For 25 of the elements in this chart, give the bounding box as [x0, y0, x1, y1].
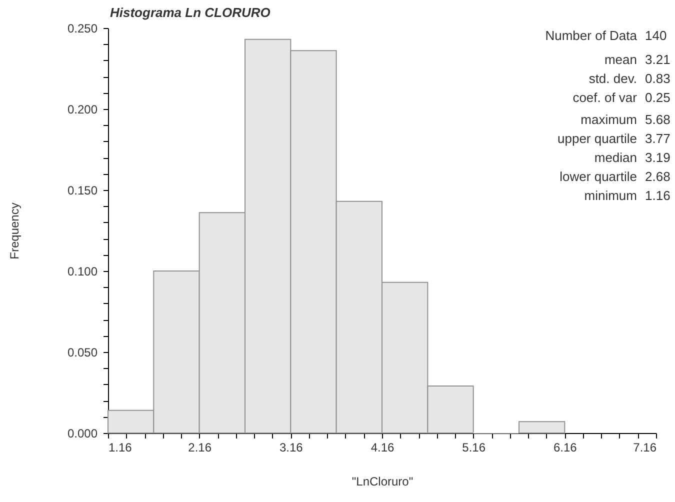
- annotation: upper quartile 3.77: [558, 131, 670, 146]
- x-tick-label: 7.16: [633, 440, 657, 454]
- x-tick-label: 4.16: [370, 440, 394, 454]
- annotation: std. dev. 0.83: [588, 71, 670, 86]
- x-axis-title: "LnCloruro": [352, 474, 414, 488]
- y-tick-label: 0.050: [67, 346, 98, 360]
- annotation: maximum 5.68: [580, 112, 670, 127]
- x-tick-label: 3.16: [279, 440, 304, 454]
- x-tick-label: 1.16: [108, 440, 132, 454]
- y-tick-label: 0.200: [67, 102, 98, 116]
- y-tick-label: 0.100: [67, 264, 98, 278]
- y-tick-label: 0.150: [67, 184, 98, 198]
- annotation: mean 3.21: [604, 52, 670, 67]
- y-axis-title: Frequency: [7, 202, 22, 260]
- x-tick-label: 5.16: [462, 440, 486, 454]
- annotation: minimum 1.16: [584, 188, 670, 203]
- x-tick-label: 2.16: [188, 440, 212, 454]
- annotation: Number of Data 140: [545, 28, 667, 43]
- annotation: lower quartile 2.68: [560, 169, 670, 184]
- annotation: coef. of var 0.25: [572, 90, 670, 105]
- chart-title: Histograma Ln CLORURO: [110, 5, 270, 20]
- annotation: median 3.19: [594, 150, 670, 165]
- y-tick-label: 0.250: [67, 22, 98, 36]
- x-tick-label: 6.16: [553, 440, 578, 454]
- y-tick-label: 0.000: [67, 426, 98, 440]
